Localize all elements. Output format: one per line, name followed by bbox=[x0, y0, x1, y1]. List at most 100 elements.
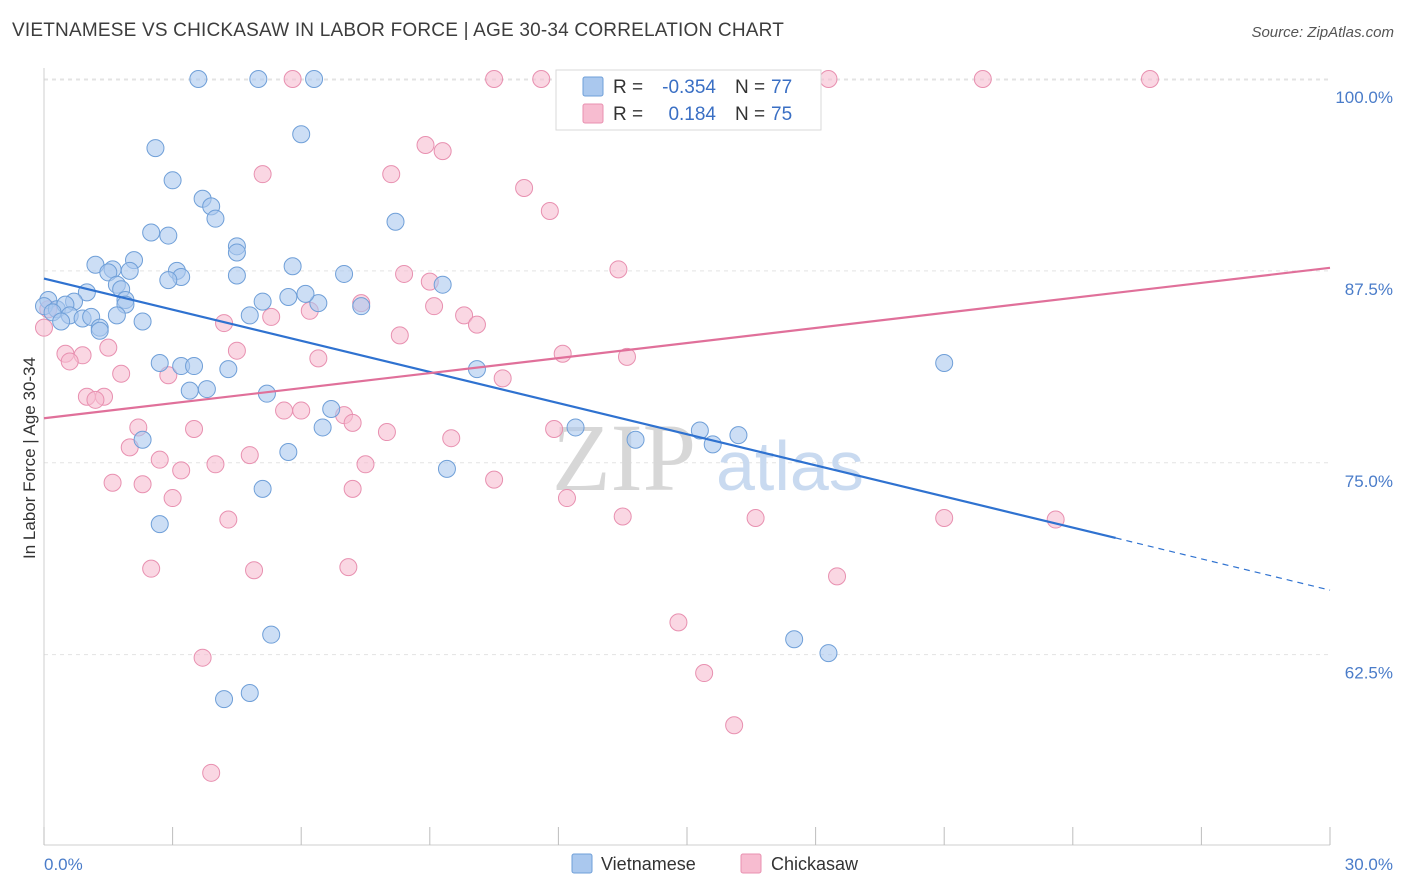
point-vietnamese-54 bbox=[935, 353, 954, 372]
point-vietnamese-24 bbox=[159, 271, 178, 290]
point-vietnamese-58 bbox=[322, 400, 341, 419]
point-chickasaw-44 bbox=[377, 423, 396, 442]
point-vietnamese-13 bbox=[227, 243, 246, 262]
point-chickasaw-48 bbox=[240, 446, 259, 465]
point-vietnamese-21 bbox=[335, 264, 354, 283]
trend-layer bbox=[43, 266, 1331, 591]
point-chickasaw-51 bbox=[206, 455, 225, 474]
point-chickasaw-57 bbox=[163, 489, 182, 508]
point-chickasaw-41 bbox=[343, 413, 362, 432]
point-vietnamese-1 bbox=[249, 70, 268, 88]
point-chickasaw-9 bbox=[253, 165, 272, 184]
point-chickasaw-37 bbox=[86, 390, 105, 409]
point-vietnamese-75 bbox=[352, 297, 371, 316]
point-chickasaw-54 bbox=[133, 475, 152, 494]
bottom-legend-vietnamese: Vietnamese bbox=[601, 854, 696, 874]
point-chickasaw-66 bbox=[339, 558, 358, 577]
point-vietnamese-63 bbox=[133, 430, 152, 449]
point-chickasaw-71 bbox=[725, 716, 744, 735]
point-vietnamese-17 bbox=[120, 261, 139, 280]
point-vietnamese-23 bbox=[227, 266, 246, 285]
legend-swatch-chickasaw bbox=[582, 103, 604, 124]
point-vietnamese-34 bbox=[309, 294, 328, 313]
point-chickasaw-39 bbox=[292, 401, 311, 420]
point-chickasaw-17 bbox=[425, 297, 444, 316]
y-tick-label-0: 62.5% bbox=[1345, 664, 1393, 683]
point-vietnamese-8 bbox=[206, 209, 225, 228]
point-chickasaw-2 bbox=[532, 70, 551, 88]
point-chickasaw-14 bbox=[609, 260, 628, 279]
point-vietnamese-52 bbox=[219, 360, 238, 379]
point-chickasaw-45 bbox=[545, 419, 564, 438]
point-chickasaw-6 bbox=[1140, 70, 1159, 88]
bottom-legend-swatch-chickasaw bbox=[740, 853, 762, 874]
point-vietnamese-76 bbox=[296, 284, 315, 303]
point-chickasaw-33 bbox=[159, 366, 178, 385]
point-chickasaw-49 bbox=[150, 450, 169, 469]
point-chickasaw-72 bbox=[202, 763, 221, 782]
point-vietnamese-33 bbox=[253, 292, 272, 311]
source-label: Source: ZipAtlas.com bbox=[1251, 24, 1394, 41]
point-chickasaw-28 bbox=[309, 349, 328, 368]
legend-r-value-2: 0.184 bbox=[668, 104, 716, 125]
point-chickasaw-53 bbox=[103, 473, 122, 492]
point-vietnamese-55 bbox=[180, 381, 199, 400]
trendline-chickasaw bbox=[43, 266, 1331, 420]
bottom-legend-chickasaw: Chickasaw bbox=[771, 854, 859, 874]
point-chickasaw-70 bbox=[695, 664, 714, 683]
point-vietnamese-51 bbox=[185, 357, 204, 376]
point-chickasaw-24 bbox=[390, 326, 409, 345]
point-chickasaw-1 bbox=[485, 70, 504, 88]
point-chickasaw-29 bbox=[553, 344, 572, 363]
point-vietnamese-70 bbox=[819, 644, 838, 663]
point-chickasaw-21 bbox=[262, 307, 281, 326]
point-vietnamese-48 bbox=[90, 321, 109, 340]
point-vietnamese-73 bbox=[626, 430, 645, 449]
point-chickasaw-56 bbox=[343, 479, 362, 498]
point-vietnamese-60 bbox=[566, 418, 585, 437]
point-chickasaw-55 bbox=[485, 470, 504, 489]
point-chickasaw-12 bbox=[540, 202, 559, 221]
point-vietnamese-2 bbox=[305, 70, 324, 88]
point-chickasaw-52 bbox=[356, 455, 375, 474]
point-chickasaw-69 bbox=[193, 648, 212, 667]
y-tick-label-1: 75.0% bbox=[1345, 472, 1393, 491]
tick-labels: 62.5% 75.0% 87.5% 100.0% 0.0% 30.0% bbox=[44, 88, 1393, 874]
y-tick-label-2: 87.5% bbox=[1345, 280, 1393, 299]
chart-title: VIETNAMESE VS CHICKASAW IN LABOR FORCE |… bbox=[12, 20, 785, 41]
point-chickasaw-19 bbox=[455, 306, 474, 325]
point-chickasaw-34 bbox=[493, 369, 512, 388]
y-tick-label-3: 100.0% bbox=[1335, 88, 1393, 107]
point-chickasaw-25 bbox=[227, 341, 246, 360]
point-chickasaw-5 bbox=[973, 70, 992, 88]
point-chickasaw-65 bbox=[245, 561, 264, 580]
point-vietnamese-11 bbox=[159, 226, 178, 245]
point-vietnamese-19 bbox=[99, 263, 118, 282]
point-vietnamese-42 bbox=[107, 306, 126, 325]
point-vietnamese-0 bbox=[189, 70, 208, 88]
point-vietnamese-49 bbox=[150, 353, 169, 372]
point-vietnamese-3 bbox=[292, 125, 311, 144]
point-chickasaw-58 bbox=[557, 489, 576, 508]
point-chickasaw-23 bbox=[35, 318, 53, 337]
y-axis-label: In Labor Force | Age 30-34 bbox=[20, 357, 39, 559]
bottom-legend-swatch-vietnamese bbox=[571, 853, 593, 874]
points-layer bbox=[35, 70, 1159, 782]
point-chickasaw-59 bbox=[613, 507, 632, 526]
point-vietnamese-10 bbox=[142, 223, 161, 242]
x-tick-label-1: 30.0% bbox=[1345, 855, 1393, 874]
x-tick-label-0: 0.0% bbox=[44, 855, 83, 874]
point-chickasaw-13 bbox=[395, 264, 414, 283]
watermark: ZIP atlas bbox=[552, 404, 864, 511]
legend-r-value-1: -0.354 bbox=[662, 77, 716, 98]
legend-n-label-1: N = bbox=[735, 77, 765, 98]
point-chickasaw-8 bbox=[433, 142, 452, 161]
point-chickasaw-7 bbox=[416, 136, 435, 155]
point-vietnamese-69 bbox=[785, 630, 804, 649]
point-vietnamese-68 bbox=[262, 625, 281, 644]
point-vietnamese-45 bbox=[52, 312, 71, 331]
point-chickasaw-43 bbox=[185, 419, 204, 438]
point-vietnamese-59 bbox=[313, 418, 332, 437]
legend-n-value-2: 75 bbox=[771, 104, 792, 125]
